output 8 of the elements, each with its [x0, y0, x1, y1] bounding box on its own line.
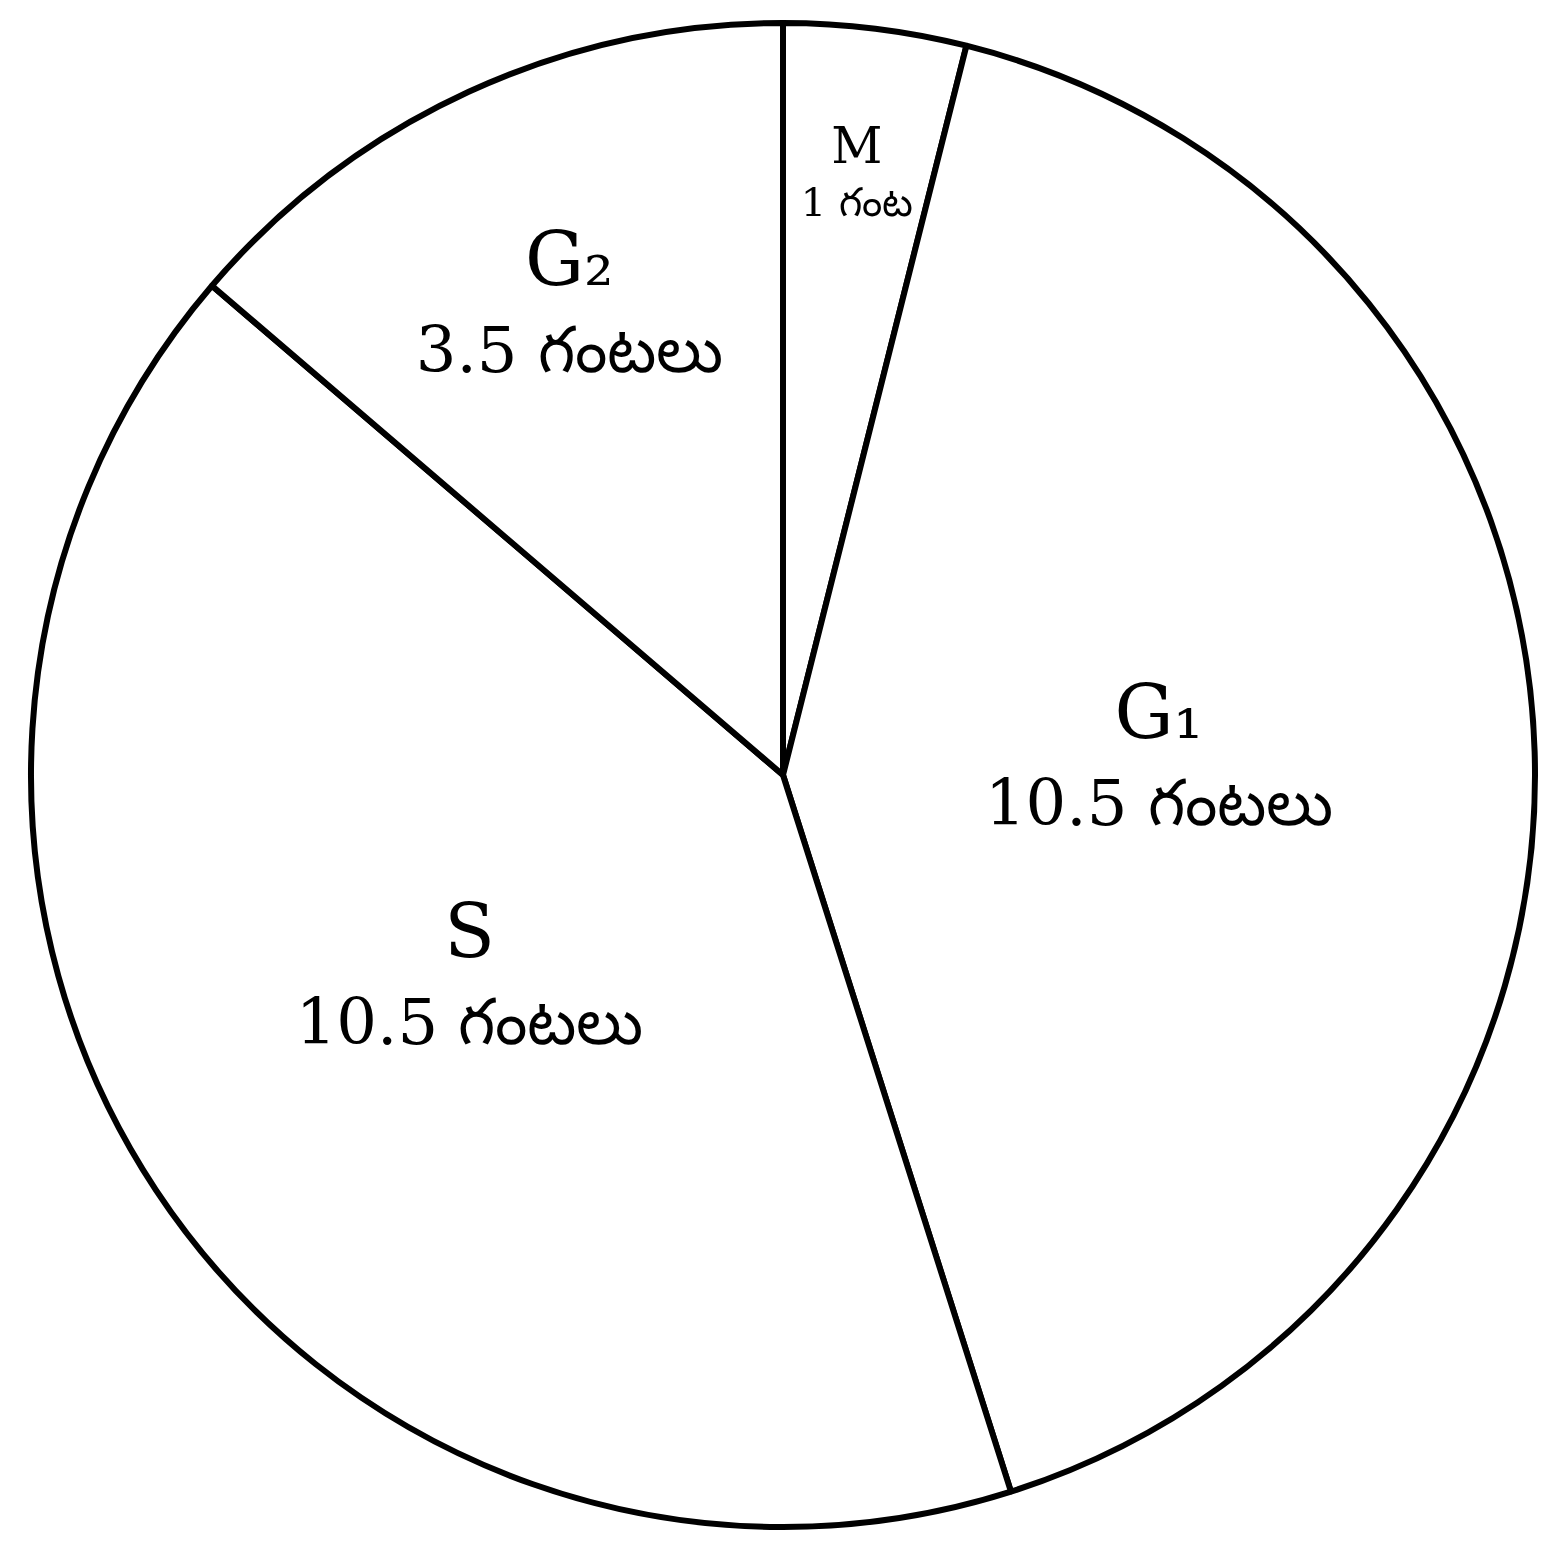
slice-label: G₁	[1114, 668, 1204, 755]
data-label: 1 గంట	[800, 179, 914, 226]
data-label: 10.5 గంటలు	[984, 765, 1333, 840]
slice-label: M	[831, 116, 883, 175]
data-label: 10.5 గంటలు	[295, 985, 644, 1060]
slice-label: G₂	[524, 215, 614, 302]
data-label: 3.5 గంటలు	[415, 312, 723, 387]
slice-label: S	[444, 888, 495, 975]
